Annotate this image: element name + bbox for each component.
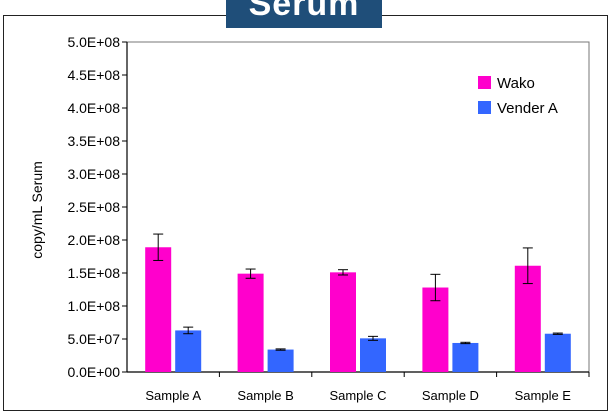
x-tick-label: Sample C bbox=[329, 388, 386, 403]
chart-frame bbox=[3, 15, 608, 411]
y-tick-label: 2.5E+08 bbox=[67, 199, 120, 215]
y-tick-label: 4.0E+08 bbox=[67, 100, 120, 116]
y-tick-label: 5.0E+07 bbox=[67, 331, 120, 347]
y-axis-label: copy/mL Serum bbox=[29, 161, 45, 259]
bar-wako bbox=[145, 247, 172, 372]
plot-area: 0.0E+00 5.0E+07 1.0E+08 1.5E+08 2.0E+08 2.5E+… bbox=[67, 34, 590, 403]
legend-swatch bbox=[478, 101, 491, 114]
y-tick-label: 2.0E+08 bbox=[67, 232, 120, 248]
y-tick-label: 1.0E+08 bbox=[67, 298, 120, 314]
bar-vender-a bbox=[175, 330, 202, 372]
legend-swatch bbox=[478, 76, 491, 89]
x-tick-label: Sample E bbox=[515, 388, 572, 403]
bar-vender-a bbox=[452, 342, 479, 372]
y-tick-label: 5.0E+08 bbox=[67, 34, 120, 50]
x-tick-label: Sample B bbox=[237, 388, 293, 403]
y-tick-label: 1.5E+08 bbox=[67, 265, 120, 281]
legend-label: Wako bbox=[497, 75, 535, 92]
y-tick-label: 3.5E+08 bbox=[67, 133, 120, 149]
chart-title: Serum bbox=[226, 0, 382, 28]
legend-label: Vender A bbox=[497, 100, 558, 117]
bar-wako bbox=[237, 273, 264, 372]
x-tick-label: Sample A bbox=[145, 388, 201, 403]
bar-vender-a bbox=[267, 349, 294, 372]
bar-vender-a bbox=[360, 338, 386, 372]
bar-wako bbox=[330, 272, 356, 372]
y-tick-label: 4.5E+08 bbox=[67, 67, 120, 83]
legend: Wako Vender A bbox=[478, 75, 558, 117]
y-tick-label: 3.0E+08 bbox=[67, 166, 120, 182]
bar-wako bbox=[422, 287, 449, 372]
y-tick-label: 0.0E+00 bbox=[67, 364, 120, 380]
x-tick-label: Sample D bbox=[422, 388, 479, 403]
bar-vender-a bbox=[544, 333, 571, 372]
